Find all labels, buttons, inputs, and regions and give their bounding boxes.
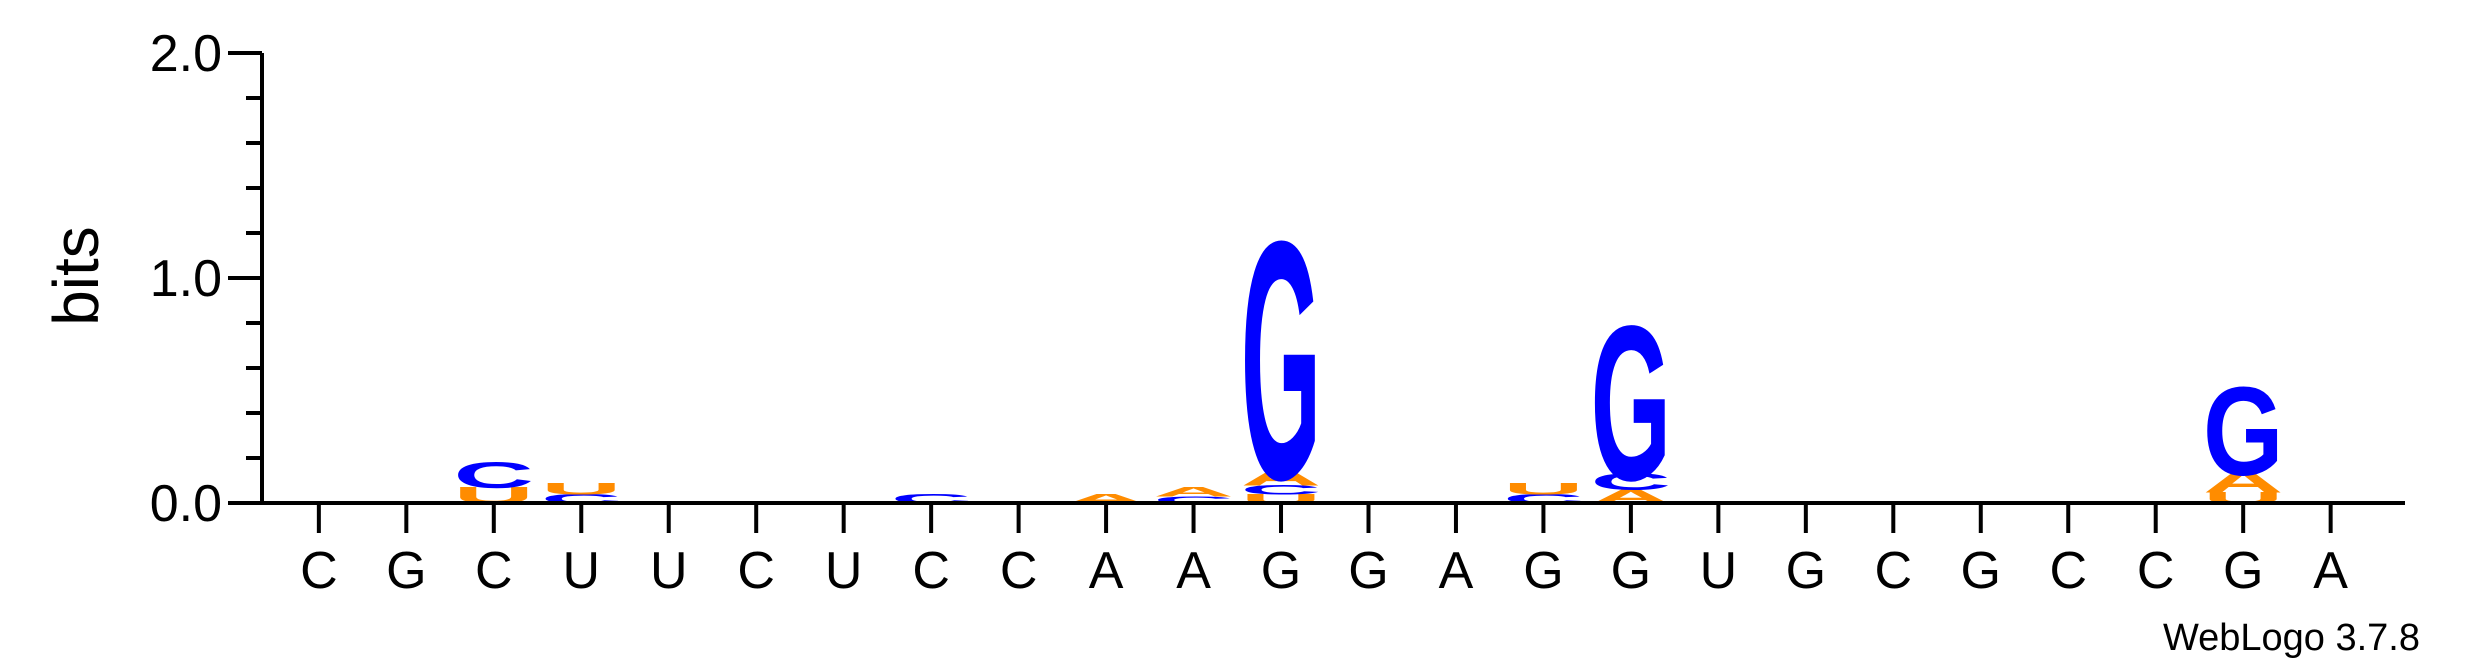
- x-tick-label: C: [1000, 542, 1038, 600]
- x-tick-label: G: [1611, 542, 1651, 600]
- x-tick-label: U: [1700, 542, 1738, 600]
- logo-letter-a: A: [1241, 464, 1321, 491]
- x-tick-label: U: [825, 542, 863, 600]
- y-tick-label: 1.0: [150, 250, 222, 308]
- y-axis: 0.0 1.0 2.0: [150, 25, 264, 533]
- logo-letter-c: C: [454, 454, 534, 496]
- x-tick-label: G: [1786, 542, 1826, 600]
- x-tick-label: C: [2137, 542, 2175, 600]
- x-tick-label: G: [1348, 542, 1388, 600]
- x-tick-label: C: [1875, 542, 1913, 600]
- x-tick-label: G: [1523, 542, 1563, 600]
- logo-letter-c: C: [1241, 482, 1321, 497]
- logo-letter-u: U: [541, 479, 621, 498]
- x-tick-label: C: [912, 542, 950, 600]
- logo-letter-g: G: [2203, 362, 2283, 502]
- x-tick-label: U: [650, 542, 688, 600]
- weblogo-credit: WebLogo 3.7.8: [2163, 617, 2420, 659]
- y-tick-label: 0.0: [150, 475, 222, 533]
- x-tick-label: U: [562, 542, 600, 600]
- x-tick-label: G: [1261, 542, 1301, 600]
- x-tick-label: A: [2313, 542, 2348, 600]
- logo-letter-a: A: [2203, 465, 2283, 499]
- logo-letter-u: U: [1503, 479, 1583, 498]
- x-tick-label: C: [2049, 542, 2087, 600]
- x-tick-label: A: [1089, 542, 1124, 600]
- x-tick-label: C: [737, 542, 775, 600]
- x-tick-label: C: [475, 542, 513, 600]
- x-tick-label: G: [1961, 542, 2001, 600]
- x-tick-label: A: [1176, 542, 1211, 600]
- logo-letter-a: A: [1153, 484, 1233, 499]
- x-tick-label: C: [300, 542, 338, 600]
- logo-letter-c: C: [1153, 494, 1233, 505]
- logo-letter-c: C: [1591, 469, 1671, 496]
- logo-letter-g: G: [1241, 171, 1321, 551]
- x-tick-label: G: [2223, 542, 2263, 600]
- x-tick-label: A: [1439, 542, 1474, 600]
- y-axis-label: bits: [40, 226, 112, 326]
- logo-letter-g: G: [1591, 280, 1671, 527]
- x-tick-label: G: [386, 542, 426, 600]
- y-tick-label: 2.0: [150, 25, 222, 83]
